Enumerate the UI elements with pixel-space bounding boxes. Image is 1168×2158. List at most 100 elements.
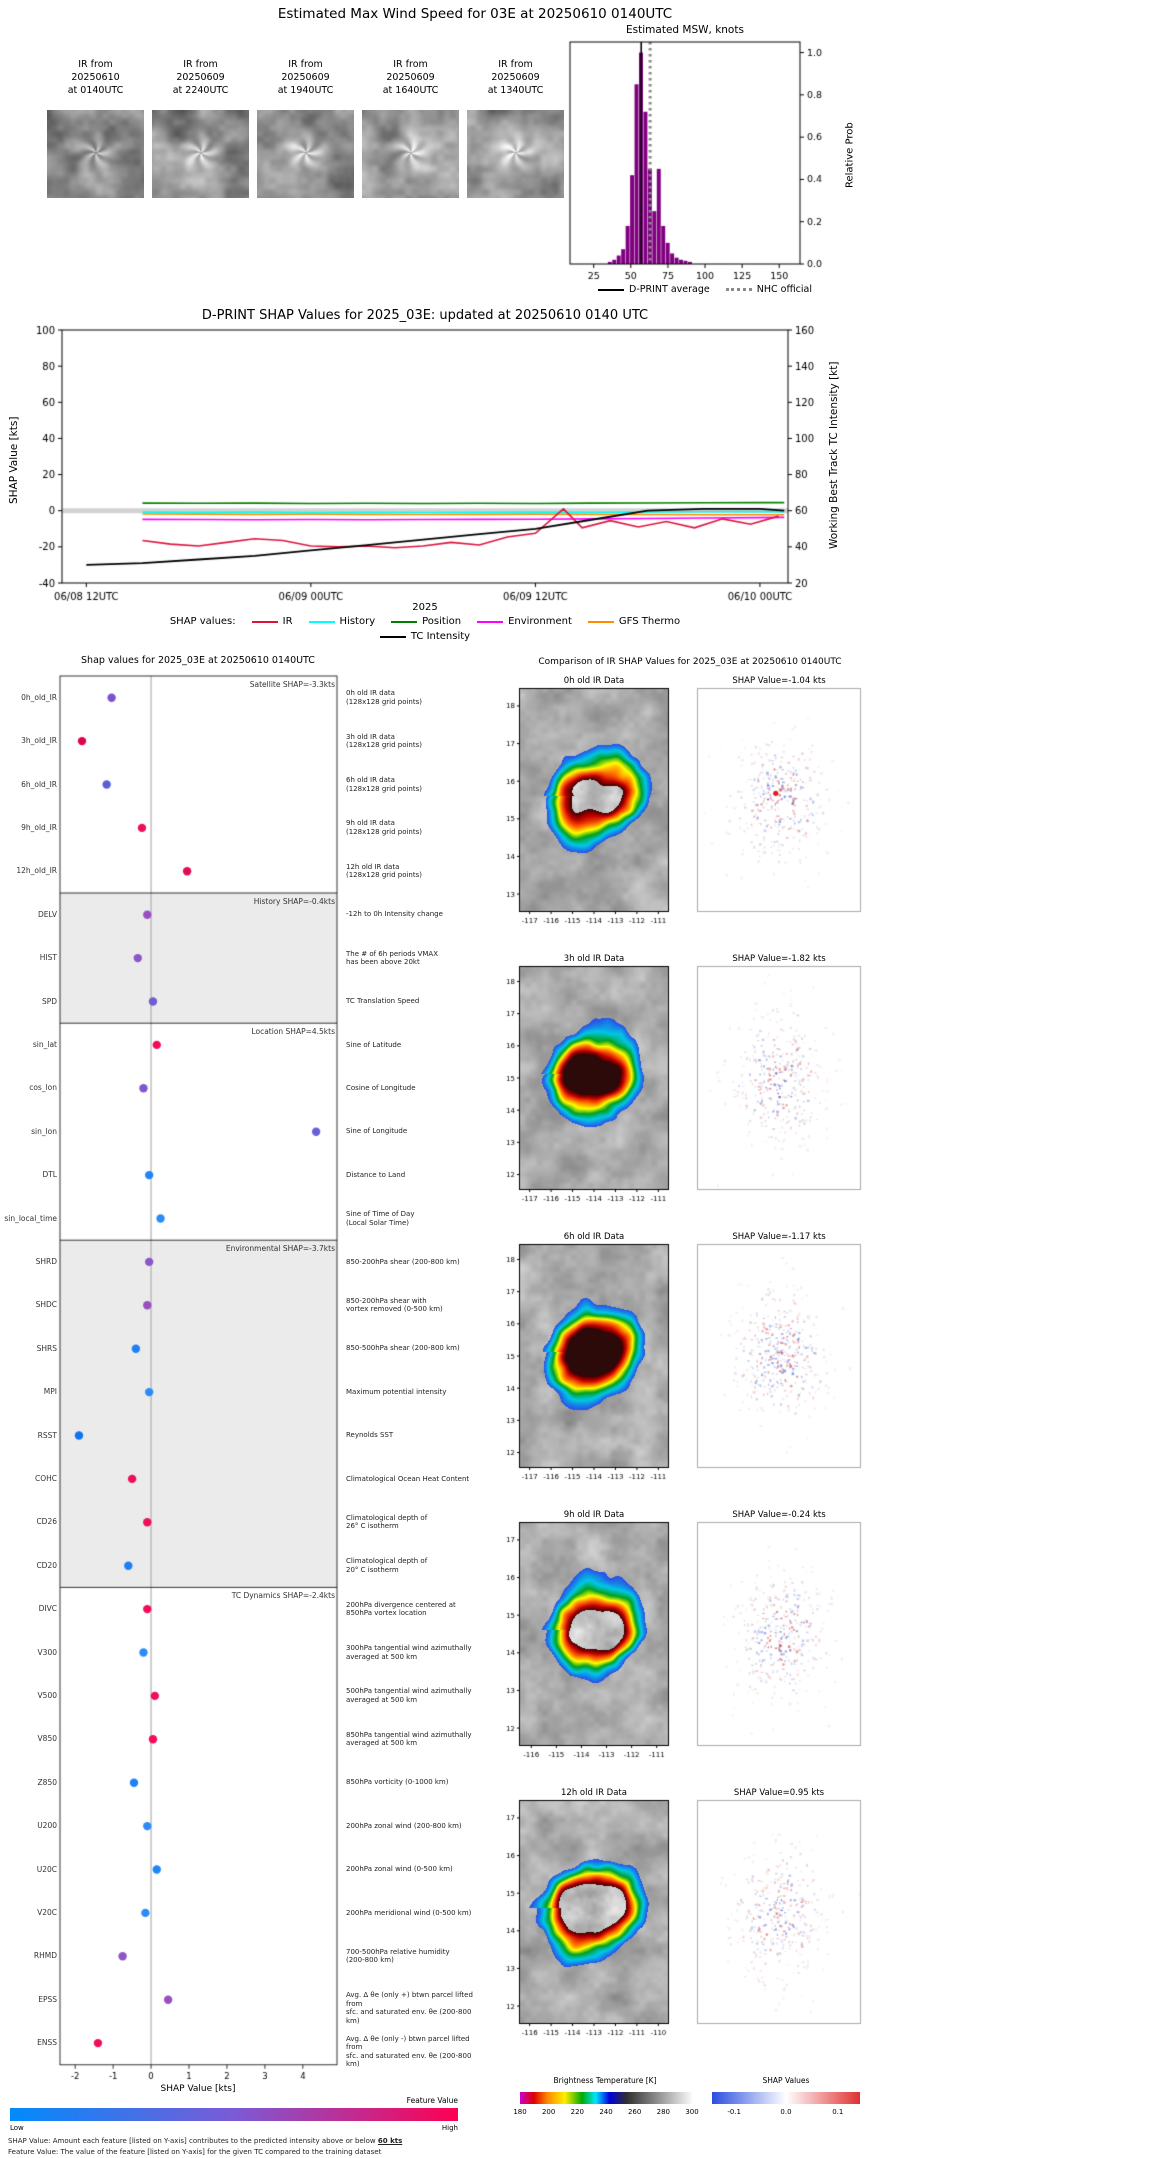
legend-label: TC Intensity bbox=[410, 631, 471, 642]
feature-label: HIST bbox=[39, 953, 57, 963]
timeseries-legend-title: SHAP values: bbox=[169, 616, 236, 627]
colorbar-tick-label: 280 bbox=[656, 2108, 671, 2116]
comparison-row-canvas bbox=[490, 965, 875, 1217]
feature-label: DTL bbox=[42, 1170, 57, 1180]
feature-description: 700-500hPa relative humidity (200-800 km… bbox=[346, 1947, 450, 1965]
shap-panel-title: SHAP Value=0.95 kts bbox=[733, 1788, 825, 1798]
timeseries-xlabel: 2025 bbox=[412, 602, 438, 613]
ir-thumbnail-label: IR from 20250609 at 1640UTC bbox=[382, 59, 439, 96]
feature-description: 300hPa tangential wind azimuthally avera… bbox=[346, 1644, 472, 1661]
ir-panel-title: 3h old IR Data bbox=[563, 954, 625, 964]
feature-description: Avg. Δ θe (only +) btwn parcel lifted fr… bbox=[346, 1991, 473, 2025]
nhc-official-swatch bbox=[725, 288, 752, 291]
dotplot-title: Shap values for 2025_03E at 20250610 014… bbox=[81, 655, 315, 666]
featurebar-low: Low bbox=[10, 2124, 24, 2132]
feature-description: Climatological Ocean Heat Content bbox=[346, 1474, 470, 1483]
feature-description: 0h old IR data (128x128 grid points) bbox=[346, 689, 422, 706]
feature-description: Climatological depth of 20° C isotherm bbox=[346, 1557, 428, 1574]
feature-description: -12h to 0h Intensity change bbox=[346, 910, 443, 919]
legend-label: History bbox=[339, 616, 376, 627]
ir-thumbnail-label: IR from 20250609 at 1340UTC bbox=[487, 59, 544, 96]
feature-description: The # of 6h periods VMAX has been above … bbox=[346, 949, 439, 967]
feature-description: 9h old IR data (128x128 grid points) bbox=[346, 819, 422, 836]
legend-label: D-PRINT average bbox=[629, 284, 710, 295]
brightness-temperature-colorbar bbox=[520, 2092, 692, 2104]
group-shap-label: Environmental SHAP=-3.7kts bbox=[225, 1244, 335, 1254]
group-shap-label: TC Dynamics SHAP=-2.4kts bbox=[231, 1591, 335, 1601]
feature-label: DIVC bbox=[38, 1604, 57, 1614]
feature-dotplot-canvas bbox=[5, 668, 475, 2088]
feature-label: 0h_old_IR bbox=[21, 692, 57, 702]
timeseries-legend-item: GFS Thermo bbox=[587, 616, 681, 627]
brightness-colorbar-label: Brightness Temperature [K] bbox=[553, 2076, 657, 2085]
ir-thumbnail-label: IR from 20250609 at 2240UTC bbox=[172, 59, 229, 96]
ir-thumbnail-image bbox=[362, 110, 459, 198]
msw-histogram-canvas bbox=[552, 28, 862, 280]
timeseries-legend-item: Position bbox=[391, 616, 461, 627]
timeseries-legend-item: TC Intensity bbox=[379, 631, 471, 642]
timeseries-legend-row1: SHAP values: IR History Position Environment… bbox=[75, 616, 775, 627]
colorbar-tick-label: 200 bbox=[541, 2108, 556, 2116]
feature-description: Distance to Land bbox=[346, 1170, 406, 1179]
timeseries-legend-row2: TC Intensity bbox=[75, 631, 775, 642]
feature-value-colorbar bbox=[10, 2108, 458, 2121]
footnote-line: Feature Value: The value of the feature … bbox=[8, 2148, 382, 2156]
ir-thumbnail-image bbox=[152, 110, 249, 198]
colorbar-tick-label: 260 bbox=[627, 2108, 642, 2116]
feature-label: DELV bbox=[38, 909, 57, 919]
group-shap-label: Location SHAP=4.5kts bbox=[251, 1027, 335, 1037]
feature-label: 9h_old_IR bbox=[21, 822, 57, 832]
timeseries-ylabel-right: Working Best Track TC Intensity [kt] bbox=[828, 361, 840, 549]
colorbar-tick-label: 0.1 bbox=[832, 2108, 844, 2116]
footnote-highlight: 60 kts bbox=[377, 2137, 403, 2145]
feature-label: EPSS bbox=[38, 1994, 57, 2004]
feature-label: U20C bbox=[36, 1864, 57, 1874]
feature-label: V850 bbox=[37, 1734, 57, 1744]
dotplot-xlabel: SHAP Value [kts] bbox=[160, 2084, 236, 2094]
feature-description: Reynolds SST bbox=[346, 1431, 394, 1440]
feature-label: V500 bbox=[37, 1690, 57, 1700]
feature-description: Maximum potential intensity bbox=[346, 1387, 447, 1396]
timeseries-legend-item: IR bbox=[251, 616, 293, 627]
feature-description: 12h old IR data (128x128 grid points) bbox=[346, 862, 422, 880]
feature-label: MPI bbox=[43, 1387, 57, 1397]
feature-description: 850-500hPa shear (200-800 km) bbox=[346, 1344, 460, 1353]
colorbar-tick-label: 180 bbox=[513, 2108, 527, 2116]
timeseries-legend-item: Environment bbox=[477, 616, 572, 627]
feature-label: cos_lon bbox=[29, 1083, 57, 1093]
histogram-legend-item: D-PRINT average bbox=[598, 284, 710, 295]
feature-description: 850-200hPa shear (200-800 km) bbox=[346, 1257, 460, 1266]
legend-label: GFS Thermo bbox=[618, 616, 681, 627]
legend-line-swatch bbox=[379, 635, 406, 638]
feature-label: CD26 bbox=[36, 1517, 57, 1527]
top-title: Estimated Max Wind Speed for 03E at 2025… bbox=[277, 6, 673, 22]
feature-description: Sine of Longitude bbox=[346, 1127, 408, 1136]
legend-line-swatch bbox=[477, 620, 504, 623]
ir-thumbnail-label: IR from 20250609 at 1940UTC bbox=[277, 59, 334, 96]
comparison-row-canvas bbox=[490, 1521, 875, 1773]
feature-description: Cosine of Longitude bbox=[346, 1084, 416, 1093]
shap-panel-title: SHAP Value=-1.17 kts bbox=[732, 1232, 826, 1242]
group-shap-label: Satellite SHAP=-3.3kts bbox=[249, 680, 335, 689]
shap-panel-title: SHAP Value=-0.24 kts bbox=[732, 1510, 826, 1520]
comparison-row-canvas bbox=[490, 1243, 875, 1495]
ir-thumbnail-label: IR from 20250610 at 0140UTC bbox=[67, 59, 124, 96]
feature-label: 3h_old_IR bbox=[21, 736, 57, 746]
histogram-ylabel: Relative Prob bbox=[844, 122, 856, 188]
ir-panel-title: 12h old IR Data bbox=[561, 1788, 627, 1798]
feature-label: SHRD bbox=[35, 1256, 57, 1266]
feature-description: 850hPa tangential wind azimuthally avera… bbox=[346, 1730, 472, 1748]
group-shap-label: History SHAP=-0.4kts bbox=[253, 897, 335, 906]
feature-label: 6h_old_IR bbox=[21, 779, 57, 789]
feature-description: 6h old IR data (128x128 grid points) bbox=[346, 776, 422, 793]
shap-values-colorbar bbox=[712, 2092, 860, 2104]
feature-label: V300 bbox=[37, 1647, 57, 1657]
ir-thumbnail-image bbox=[467, 110, 564, 198]
feature-description: 3h old IR data (128x128 grid points) bbox=[346, 732, 422, 750]
feature-description: 200hPa meridional wind (0-500 km) bbox=[346, 1908, 472, 1917]
ir-thumbnail-image bbox=[47, 110, 144, 198]
feature-label: SHRS bbox=[36, 1343, 57, 1353]
feature-label: sin_local_time bbox=[4, 1213, 57, 1223]
feature-label: SPD bbox=[41, 996, 57, 1006]
